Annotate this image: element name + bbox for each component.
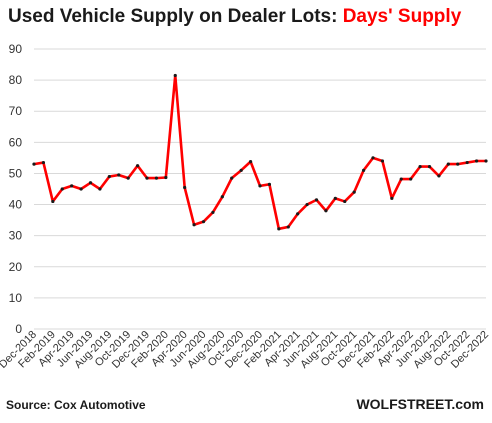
data-point-aug-2020 (220, 195, 224, 199)
y-tick-label-60: 60 (9, 135, 23, 149)
data-point-sep-2019 (117, 173, 121, 177)
chart-title-main: Used Vehicle Supply on Dealer Lots: (8, 6, 343, 27)
y-tick-label-20: 20 (9, 260, 23, 274)
data-point-apr-2021 (296, 212, 300, 216)
data-point-jan-2020 (154, 176, 159, 180)
data-point-aug-2019 (107, 174, 111, 179)
y-tick-label-50: 50 (9, 166, 23, 180)
series-points (32, 73, 488, 231)
data-point-jun-2020 (201, 220, 206, 224)
data-point-may-2021 (305, 202, 309, 207)
data-point-jun-2022 (427, 165, 432, 169)
data-point-apr-2020 (183, 185, 187, 190)
gridlines (34, 48, 486, 330)
data-point-feb-2019 (51, 199, 55, 204)
data-point-mar-2022 (399, 177, 403, 181)
data-point-jul-2020 (211, 210, 215, 214)
data-point-dec-2022 (484, 159, 488, 163)
data-point-mar-2021 (286, 225, 290, 229)
source-note: Source: Cox Automotive (6, 398, 146, 412)
data-point-feb-2020 (164, 175, 168, 180)
data-point-sep-2021 (343, 199, 347, 204)
y-tick-label-30: 30 (9, 229, 23, 243)
data-point-feb-2021 (277, 227, 281, 231)
series-line (32, 74, 488, 231)
data-point-may-2019 (79, 187, 83, 191)
y-tick-label-80: 80 (9, 73, 23, 87)
series-line-0 (32, 74, 488, 231)
data-point-may-2022 (418, 165, 422, 169)
y-tick-label-90: 90 (9, 42, 23, 56)
data-point-jul-2019 (98, 187, 102, 191)
y-tick-label-0: 0 (15, 322, 22, 336)
data-point-nov-2019 (135, 164, 140, 168)
data-point-feb-2022 (390, 196, 394, 200)
data-point-mar-2020 (173, 73, 177, 78)
data-point-jul-2021 (324, 209, 328, 213)
data-point-nov-2021 (361, 168, 366, 172)
data-point-jan-2021 (267, 182, 272, 186)
chart-title-accent: Days' Supply (342, 6, 462, 27)
y-axis-tick-labels: 0 10 20 30 40 50 60 70 80 90 (9, 42, 23, 336)
x-axis-tick-labels: Dec-2018Feb-2019Apr-2019Jun-2019Aug-2019… (0, 329, 491, 371)
y-tick-label-10: 10 (9, 291, 23, 305)
data-point-oct-2022 (465, 160, 469, 165)
y-tick-label-40: 40 (9, 198, 23, 212)
chart-title: Used Vehicle Supply on Dealer Lots: Days… (8, 6, 461, 28)
data-point-nov-2022 (474, 159, 479, 163)
data-point-aug-2021 (333, 196, 337, 200)
y-tick-label-70: 70 (9, 104, 23, 118)
data-point-oct-2020 (239, 168, 243, 172)
data-point-dec-2019 (145, 176, 149, 180)
data-point-jun-2021 (314, 198, 319, 202)
data-point-apr-2019 (70, 184, 74, 188)
data-point-sep-2022 (456, 162, 460, 166)
data-point-jun-2019 (88, 181, 93, 185)
data-point-dec-2020 (258, 184, 262, 188)
data-point-nov-2020 (248, 160, 253, 164)
data-point-apr-2022 (409, 177, 413, 181)
data-point-jan-2019 (41, 160, 46, 165)
data-point-mar-2019 (60, 187, 64, 191)
data-point-jan-2022 (380, 159, 385, 163)
data-point-oct-2021 (352, 190, 356, 194)
data-point-sep-2020 (230, 176, 234, 180)
data-point-dec-2018 (32, 162, 36, 166)
data-point-jul-2022 (437, 174, 441, 178)
data-point-oct-2019 (126, 176, 130, 180)
data-point-aug-2022 (446, 162, 450, 166)
data-point-may-2020 (192, 223, 196, 227)
brand-label: WOLFSTREET.com (356, 396, 484, 412)
data-point-dec-2021 (371, 156, 375, 160)
